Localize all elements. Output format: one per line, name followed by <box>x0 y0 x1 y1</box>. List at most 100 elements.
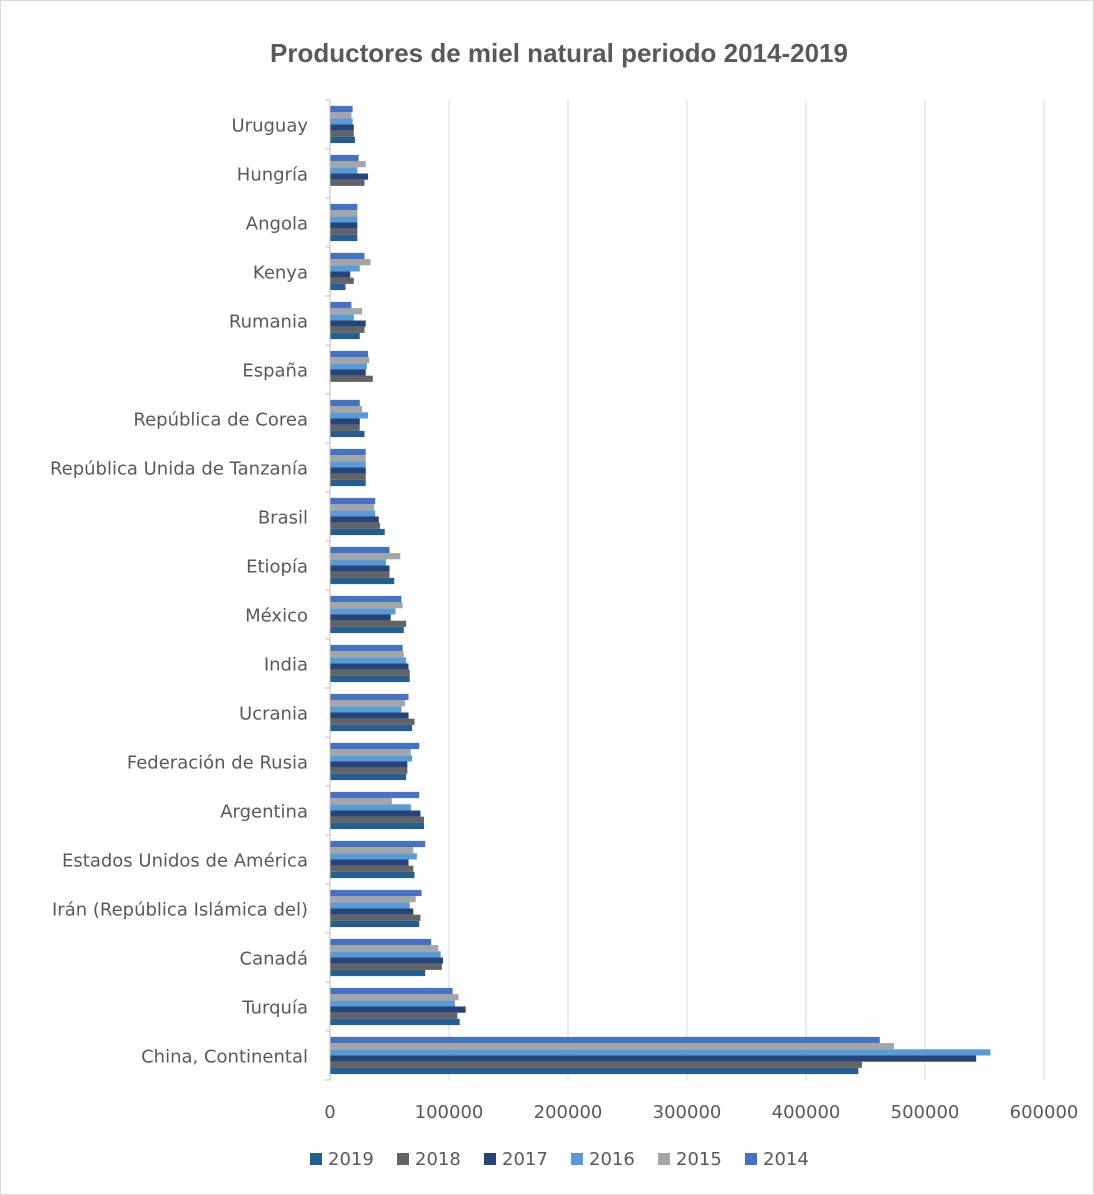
category-label: Etiopía <box>246 557 308 578</box>
category-label: México <box>245 606 308 627</box>
bar <box>330 234 358 242</box>
x-tick-label: 100000 <box>415 1102 484 1123</box>
bar <box>330 105 353 113</box>
bar <box>330 369 366 376</box>
bar <box>330 767 408 774</box>
bar <box>330 773 407 781</box>
category-label: República de Corea <box>133 410 308 431</box>
bar <box>330 210 358 217</box>
bar <box>330 791 420 799</box>
bar <box>330 357 370 364</box>
bar <box>330 167 358 174</box>
bar <box>330 840 426 848</box>
bar <box>330 350 369 358</box>
bar <box>330 602 403 609</box>
value-axis-ticks: 0 100000 200000 300000 400000 500000 600000 <box>324 1102 1078 1123</box>
x-tick-label: 600000 <box>1010 1102 1079 1123</box>
bar <box>330 945 439 952</box>
category-label: Estados Unidos de América <box>62 851 308 872</box>
grid-lines <box>448 100 1045 1080</box>
legend-label: 2017 <box>502 1149 548 1170</box>
bar <box>330 510 376 517</box>
legend: 2019 2018 2017 2016 2015 2014 <box>310 1149 809 1170</box>
x-tick-label: 300000 <box>653 1102 722 1123</box>
bar <box>330 528 385 536</box>
bar <box>330 479 366 487</box>
legend-label: 2016 <box>589 1149 635 1170</box>
bar <box>330 595 402 603</box>
bar <box>330 173 369 180</box>
bar <box>330 810 421 817</box>
bar <box>330 522 380 529</box>
category-label: Ucrania <box>239 704 308 725</box>
bar <box>330 136 355 144</box>
bar <box>330 755 413 762</box>
chart-title: Productores de miel natural periodo 2014… <box>270 38 848 68</box>
category-label: Canadá <box>240 949 309 970</box>
bar <box>330 516 379 523</box>
x-tick-label: 400000 <box>772 1102 841 1123</box>
bar <box>330 375 373 382</box>
bar <box>330 865 414 872</box>
bar <box>330 332 360 340</box>
bar <box>330 896 416 903</box>
bar <box>330 161 366 168</box>
bar <box>330 124 354 131</box>
bar <box>330 265 360 272</box>
bar <box>330 577 395 585</box>
bar <box>330 1000 455 1007</box>
bar <box>330 804 411 811</box>
legend-swatch <box>571 1153 583 1165</box>
bar <box>330 675 410 683</box>
legend-swatch <box>745 1153 757 1165</box>
bar <box>330 1049 991 1056</box>
bar <box>330 467 366 474</box>
bars <box>330 105 991 1075</box>
category-label: Uruguay <box>232 116 309 137</box>
bar <box>330 700 405 707</box>
bar <box>330 455 366 462</box>
bar <box>330 1067 859 1075</box>
legend-label: 2019 <box>328 1149 374 1170</box>
bar <box>330 363 367 370</box>
category-label: Brasil <box>258 508 308 529</box>
bar <box>330 614 391 621</box>
bar <box>330 969 426 977</box>
bar <box>330 1055 977 1062</box>
category-label: Angola <box>246 214 308 235</box>
bar <box>330 724 413 732</box>
bar <box>330 798 392 805</box>
category-label: República Unida de Tanzanía <box>50 459 308 480</box>
bar <box>330 718 415 725</box>
bar <box>330 301 352 309</box>
bar <box>330 546 390 554</box>
bar <box>330 314 354 321</box>
bar <box>330 418 360 425</box>
bar <box>330 871 415 879</box>
legend-label: 2015 <box>676 1149 722 1170</box>
bar <box>330 228 358 235</box>
legend-swatch <box>484 1153 496 1165</box>
bar <box>330 749 411 756</box>
bar <box>330 216 358 223</box>
category-labels: China, Continental Turquía Canadá Irán (Rep… <box>50 116 308 1068</box>
bar <box>330 461 366 468</box>
category-label: España <box>242 361 308 382</box>
bar <box>330 644 403 652</box>
bar <box>330 203 358 211</box>
category-label: Irán (República Islámica del) <box>52 900 308 921</box>
bar <box>330 326 365 333</box>
bar <box>330 963 442 970</box>
bar <box>330 669 410 676</box>
bar <box>330 222 358 229</box>
bar <box>330 424 360 431</box>
bar <box>330 816 425 823</box>
bar <box>330 118 353 125</box>
bar <box>330 761 408 768</box>
bar <box>330 497 376 505</box>
category-label: Turquía <box>241 998 308 1019</box>
bar <box>330 259 371 266</box>
bar <box>330 994 459 1001</box>
bar <box>330 308 363 315</box>
